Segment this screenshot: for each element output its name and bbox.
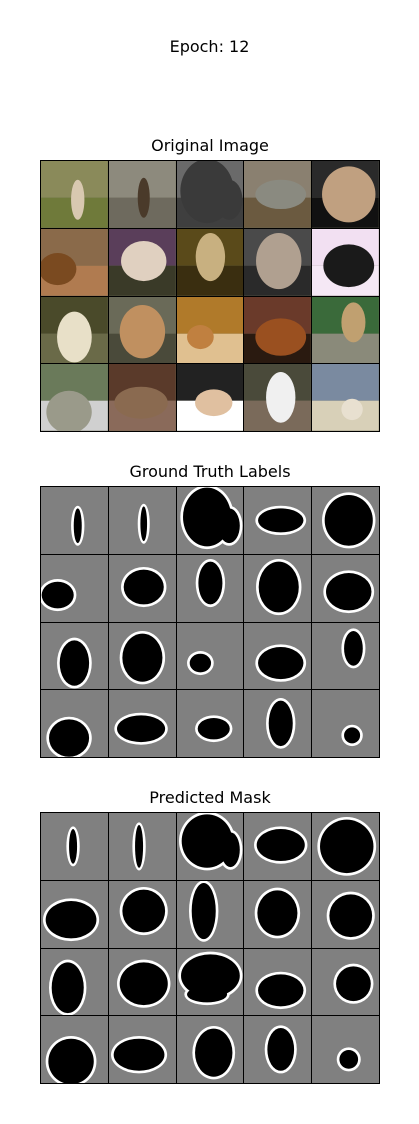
pet-photo-tile: [41, 228, 108, 296]
ground-truth-mask-tile: [244, 487, 312, 554]
ground-truth-mask-tile: [244, 554, 312, 622]
ground-truth-mask-tile: [312, 487, 379, 554]
predicted-mask-tile: [108, 1016, 176, 1083]
pet-photo-tile: [312, 161, 379, 228]
pet-photo-tile: [108, 161, 176, 228]
ground-truth-mask-tile: [108, 554, 176, 622]
pet-photo-tile: [312, 364, 379, 431]
original-image-title: Original Image: [151, 136, 269, 155]
predicted-mask-title: Predicted Mask: [149, 788, 271, 807]
pet-photo-tile: [108, 296, 176, 364]
ground-truth-mask-tile: [108, 487, 176, 554]
predicted-mask-tile: [244, 880, 312, 948]
predicted-mask-tile: [41, 880, 108, 948]
ground-truth-mask-tile: [41, 487, 108, 554]
ground-truth-mask-tile: [244, 622, 312, 690]
pet-photo-tile: [41, 161, 108, 228]
pet-photo-tile: [244, 296, 312, 364]
predicted-mask-grid: [40, 812, 380, 1084]
pet-photo-tile: [312, 296, 379, 364]
pet-photo-tile: [41, 364, 108, 431]
predicted-mask-tile: [176, 1016, 244, 1083]
predicted-mask-tile: [312, 1016, 379, 1083]
ground-truth-mask-tile: [176, 487, 244, 554]
ground-truth-mask-tile: [176, 554, 244, 622]
ground-truth-mask-tile: [41, 690, 108, 757]
pet-photo-tile: [41, 296, 108, 364]
pet-photo-tile: [176, 296, 244, 364]
ground-truth-mask-tile: [244, 690, 312, 757]
pet-photo-tile: [244, 364, 312, 431]
predicted-mask-tile: [108, 948, 176, 1016]
predicted-mask-tile: [41, 1016, 108, 1083]
pet-photo-tile: [176, 228, 244, 296]
ground-truth-grid: [40, 486, 380, 758]
predicted-mask-tile: [312, 948, 379, 1016]
pet-photo-tile: [108, 228, 176, 296]
predicted-mask-tile: [108, 880, 176, 948]
ground-truth-mask-tile: [176, 690, 244, 757]
ground-truth-mask-tile: [108, 622, 176, 690]
predicted-mask-tile: [176, 813, 244, 880]
ground-truth-title: Ground Truth Labels: [129, 462, 291, 481]
predicted-mask-tile: [312, 813, 379, 880]
predicted-mask-tile: [312, 880, 379, 948]
ground-truth-mask-tile: [312, 690, 379, 757]
original-image-grid: [40, 160, 380, 432]
pet-photo-tile: [244, 228, 312, 296]
ground-truth-mask-tile: [312, 622, 379, 690]
figure-title: Epoch: 12: [169, 37, 250, 56]
ground-truth-mask-tile: [176, 622, 244, 690]
pet-photo-tile: [312, 228, 379, 296]
ground-truth-mask-tile: [108, 690, 176, 757]
predicted-mask-tile: [41, 948, 108, 1016]
predicted-mask-tile: [176, 948, 244, 1016]
pet-photo-tile: [176, 161, 244, 228]
pet-photo-tile: [244, 161, 312, 228]
predicted-mask-tile: [41, 813, 108, 880]
predicted-mask-tile: [244, 813, 312, 880]
predicted-mask-tile: [244, 948, 312, 1016]
ground-truth-mask-tile: [41, 622, 108, 690]
ground-truth-mask-tile: [312, 554, 379, 622]
ground-truth-mask-tile: [41, 554, 108, 622]
predicted-mask-tile: [244, 1016, 312, 1083]
pet-photo-tile: [108, 364, 176, 431]
predicted-mask-tile: [108, 813, 176, 880]
pet-photo-tile: [176, 364, 244, 431]
predicted-mask-tile: [176, 880, 244, 948]
